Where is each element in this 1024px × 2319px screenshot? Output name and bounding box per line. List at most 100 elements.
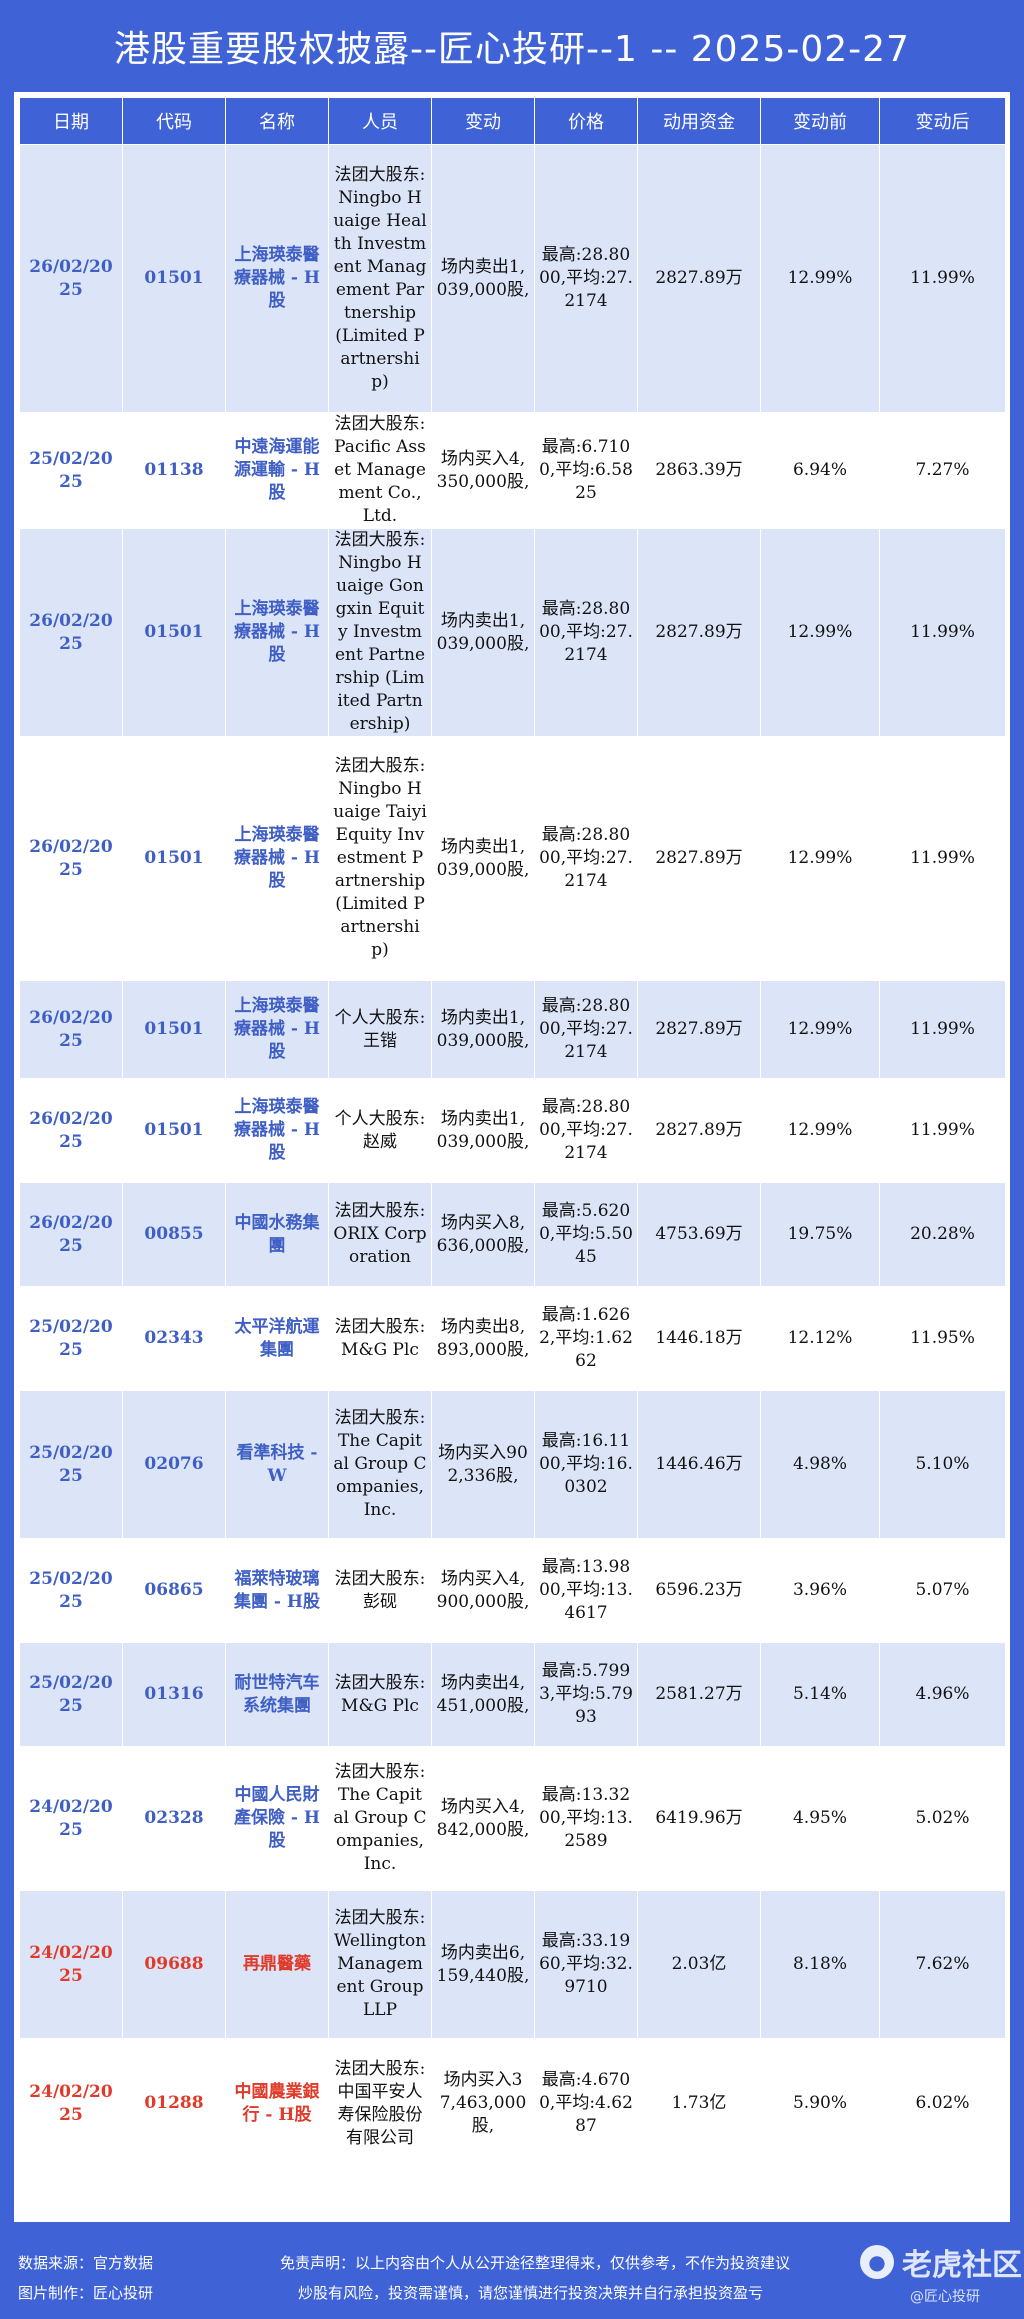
row-code: 06865 — [122, 1538, 226, 1643]
row-name: 福萊特玻璃集團 - H股 — [225, 1538, 329, 1643]
row-date: 24/02/2025 — [19, 1746, 123, 1891]
row-after: 11.99% — [879, 528, 1006, 737]
row-funds: 2827.89万 — [637, 736, 761, 981]
row-name: 上海瑛泰醫療器械 - H股 — [225, 736, 329, 981]
table-row: 26/02/2025 01501 上海瑛泰醫療器械 - H股 法团大股东:Ningbo… — [19, 736, 1006, 981]
row-code: 01501 — [122, 736, 226, 981]
row-person: 法团大股东:The Capital Group Companies, Inc. — [328, 1390, 432, 1539]
row-funds: 6419.96万 — [637, 1746, 761, 1891]
row-after: 7.27% — [879, 412, 1006, 529]
row-price: 最高:28.8000,平均:27.2174 — [534, 1078, 638, 1183]
row-before: 6.94% — [760, 412, 880, 529]
column-header-date: 日期 — [19, 97, 123, 145]
row-change: 场内卖出6,159,440股, — [431, 1890, 535, 2039]
row-before: 12.99% — [760, 736, 880, 981]
row-after: 5.07% — [879, 1538, 1006, 1643]
row-date: 25/02/2025 — [19, 1538, 123, 1643]
row-date: 26/02/2025 — [19, 1182, 123, 1287]
column-header-funds: 动用资金 — [637, 97, 761, 145]
row-funds: 2581.27万 — [637, 1642, 761, 1747]
row-date: 24/02/2025 — [19, 2038, 123, 2169]
row-price: 最高:5.7993,平均:5.7993 — [534, 1642, 638, 1747]
row-person: 法团大股东:M&G Plc — [328, 1642, 432, 1747]
row-date: 25/02/2025 — [19, 412, 123, 529]
row-price: 最高:13.9800,平均:13.4617 — [534, 1538, 638, 1643]
table-row: 24/02/2025 02328 中國人民財產保險 - H股 法团大股东:The Ca… — [19, 1746, 1006, 1891]
row-price: 最高:13.3200,平均:13.2589 — [534, 1746, 638, 1891]
row-person: 法团大股东:Ningbo Huaige Taiyi Equity Investm… — [328, 736, 432, 981]
row-after: 11.95% — [879, 1286, 1006, 1391]
row-date: 25/02/2025 — [19, 1286, 123, 1391]
row-change: 场内买入4,842,000股, — [431, 1746, 535, 1891]
row-after: 4.96% — [879, 1642, 1006, 1747]
row-price: 最高:33.1960,平均:32.9710 — [534, 1890, 638, 2039]
table-row: 26/02/2025 01501 上海瑛泰醫療器械 - H股 个人大股东:王锴 场内卖出… — [19, 980, 1006, 1079]
row-before: 8.18% — [760, 1890, 880, 2039]
row-after: 7.62% — [879, 1890, 1006, 2039]
row-name: 再鼎醫藥 — [225, 1890, 329, 2039]
row-before: 5.14% — [760, 1642, 880, 1747]
table-row: 25/02/2025 02076 看準科技 - W 法团大股东:The Capital… — [19, 1390, 1006, 1539]
row-change: 场内卖出1,039,000股, — [431, 980, 535, 1079]
table-row: 25/02/2025 02343 太平洋航運集團 法团大股东:M&G Plc 场内卖出8… — [19, 1286, 1006, 1391]
table-row: 24/02/2025 01288 中國農業銀行 - H股 法团大股东:中国平安人寿保险… — [19, 2038, 1006, 2169]
table-header-row: 日期 代码 名称 人员 变动 价格 动用资金 变动前 变动后 — [19, 97, 1006, 145]
row-before: 12.99% — [760, 1078, 880, 1183]
row-change: 场内买入8,636,000股, — [431, 1182, 535, 1287]
row-code: 01501 — [122, 980, 226, 1079]
table-row: 25/02/2025 01138 中遠海運能源運輸 - H股 法团大股东:Pacifi… — [19, 412, 1006, 529]
row-name: 中遠海運能源運輸 - H股 — [225, 412, 329, 529]
row-after: 11.99% — [879, 736, 1006, 981]
row-price: 最高:4.6700,平均:4.6287 — [534, 2038, 638, 2169]
disclosure-table: 日期 代码 名称 人员 变动 价格 动用资金 变动前 变动后 26/02/202… — [19, 97, 1006, 2169]
row-funds: 2863.39万 — [637, 412, 761, 529]
row-after: 11.99% — [879, 1078, 1006, 1183]
maker-text: 图片制作：匠心投研 — [18, 2284, 154, 2302]
row-code: 01138 — [122, 412, 226, 529]
row-funds: 2827.89万 — [637, 980, 761, 1079]
row-person: 个人大股东:赵威 — [328, 1078, 432, 1183]
column-header-change: 变动 — [431, 97, 535, 145]
table-row: 24/02/2025 09688 再鼎醫藥 法团大股东:Wellington Mana… — [19, 1890, 1006, 2039]
row-name: 太平洋航運集團 — [225, 1286, 329, 1391]
row-name: 中國農業銀行 - H股 — [225, 2038, 329, 2169]
row-person: 法团大股东:Pacific Asset Management Co., Ltd. — [328, 412, 432, 529]
table-row: 25/02/2025 01316 耐世特汽车系统集團 法团大股东:M&G Plc 场内卖… — [19, 1642, 1006, 1747]
row-code: 01316 — [122, 1642, 226, 1747]
row-funds: 2827.89万 — [637, 528, 761, 737]
data-source-text: 数据来源：官方数据 — [18, 2254, 154, 2272]
row-before: 12.99% — [760, 528, 880, 737]
column-header-price: 价格 — [534, 97, 638, 145]
row-change: 场内买入4,900,000股, — [431, 1538, 535, 1643]
row-date: 25/02/2025 — [19, 1390, 123, 1539]
row-price: 最高:1.6262,平均:1.6262 — [534, 1286, 638, 1391]
row-price: 最高:28.8000,平均:27.2174 — [534, 528, 638, 737]
row-change: 场内卖出1,039,000股, — [431, 144, 535, 413]
logo-text: 老虎社区 — [902, 2248, 1022, 2283]
row-before: 4.98% — [760, 1390, 880, 1539]
row-price: 最高:28.8000,平均:27.2174 — [534, 980, 638, 1079]
row-code: 01501 — [122, 144, 226, 413]
tiger-icon: ● — [860, 2245, 894, 2279]
row-price: 最高:6.7100,平均:6.5825 — [534, 412, 638, 529]
row-name: 上海瑛泰醫療器械 - H股 — [225, 144, 329, 413]
tiger-community-logo: ● 老虎社区 — [860, 2240, 1022, 2284]
row-funds: 2827.89万 — [637, 1078, 761, 1183]
row-code: 02343 — [122, 1286, 226, 1391]
row-date: 26/02/2025 — [19, 528, 123, 737]
row-before: 12.12% — [760, 1286, 880, 1391]
row-person: 法团大股东:Wellington Management Group LLP — [328, 1890, 432, 2039]
row-funds: 2827.89万 — [637, 144, 761, 413]
row-date: 25/02/2025 — [19, 1642, 123, 1747]
row-name: 耐世特汽车系统集團 — [225, 1642, 329, 1747]
table-row: 26/02/2025 01501 上海瑛泰醫療器械 - H股 法团大股东:Ningbo… — [19, 528, 1006, 737]
row-after: 5.02% — [879, 1746, 1006, 1891]
row-funds: 1.73亿 — [637, 2038, 761, 2169]
row-after: 20.28% — [879, 1182, 1006, 1287]
row-code: 09688 — [122, 1890, 226, 2039]
row-change: 场内卖出1,039,000股, — [431, 528, 535, 737]
row-funds: 6596.23万 — [637, 1538, 761, 1643]
row-date: 26/02/2025 — [19, 1078, 123, 1183]
table-row: 25/02/2025 06865 福萊特玻璃集團 - H股 法团大股东:彭砚 场内买入4… — [19, 1538, 1006, 1643]
row-change: 场内卖出8,893,000股, — [431, 1286, 535, 1391]
